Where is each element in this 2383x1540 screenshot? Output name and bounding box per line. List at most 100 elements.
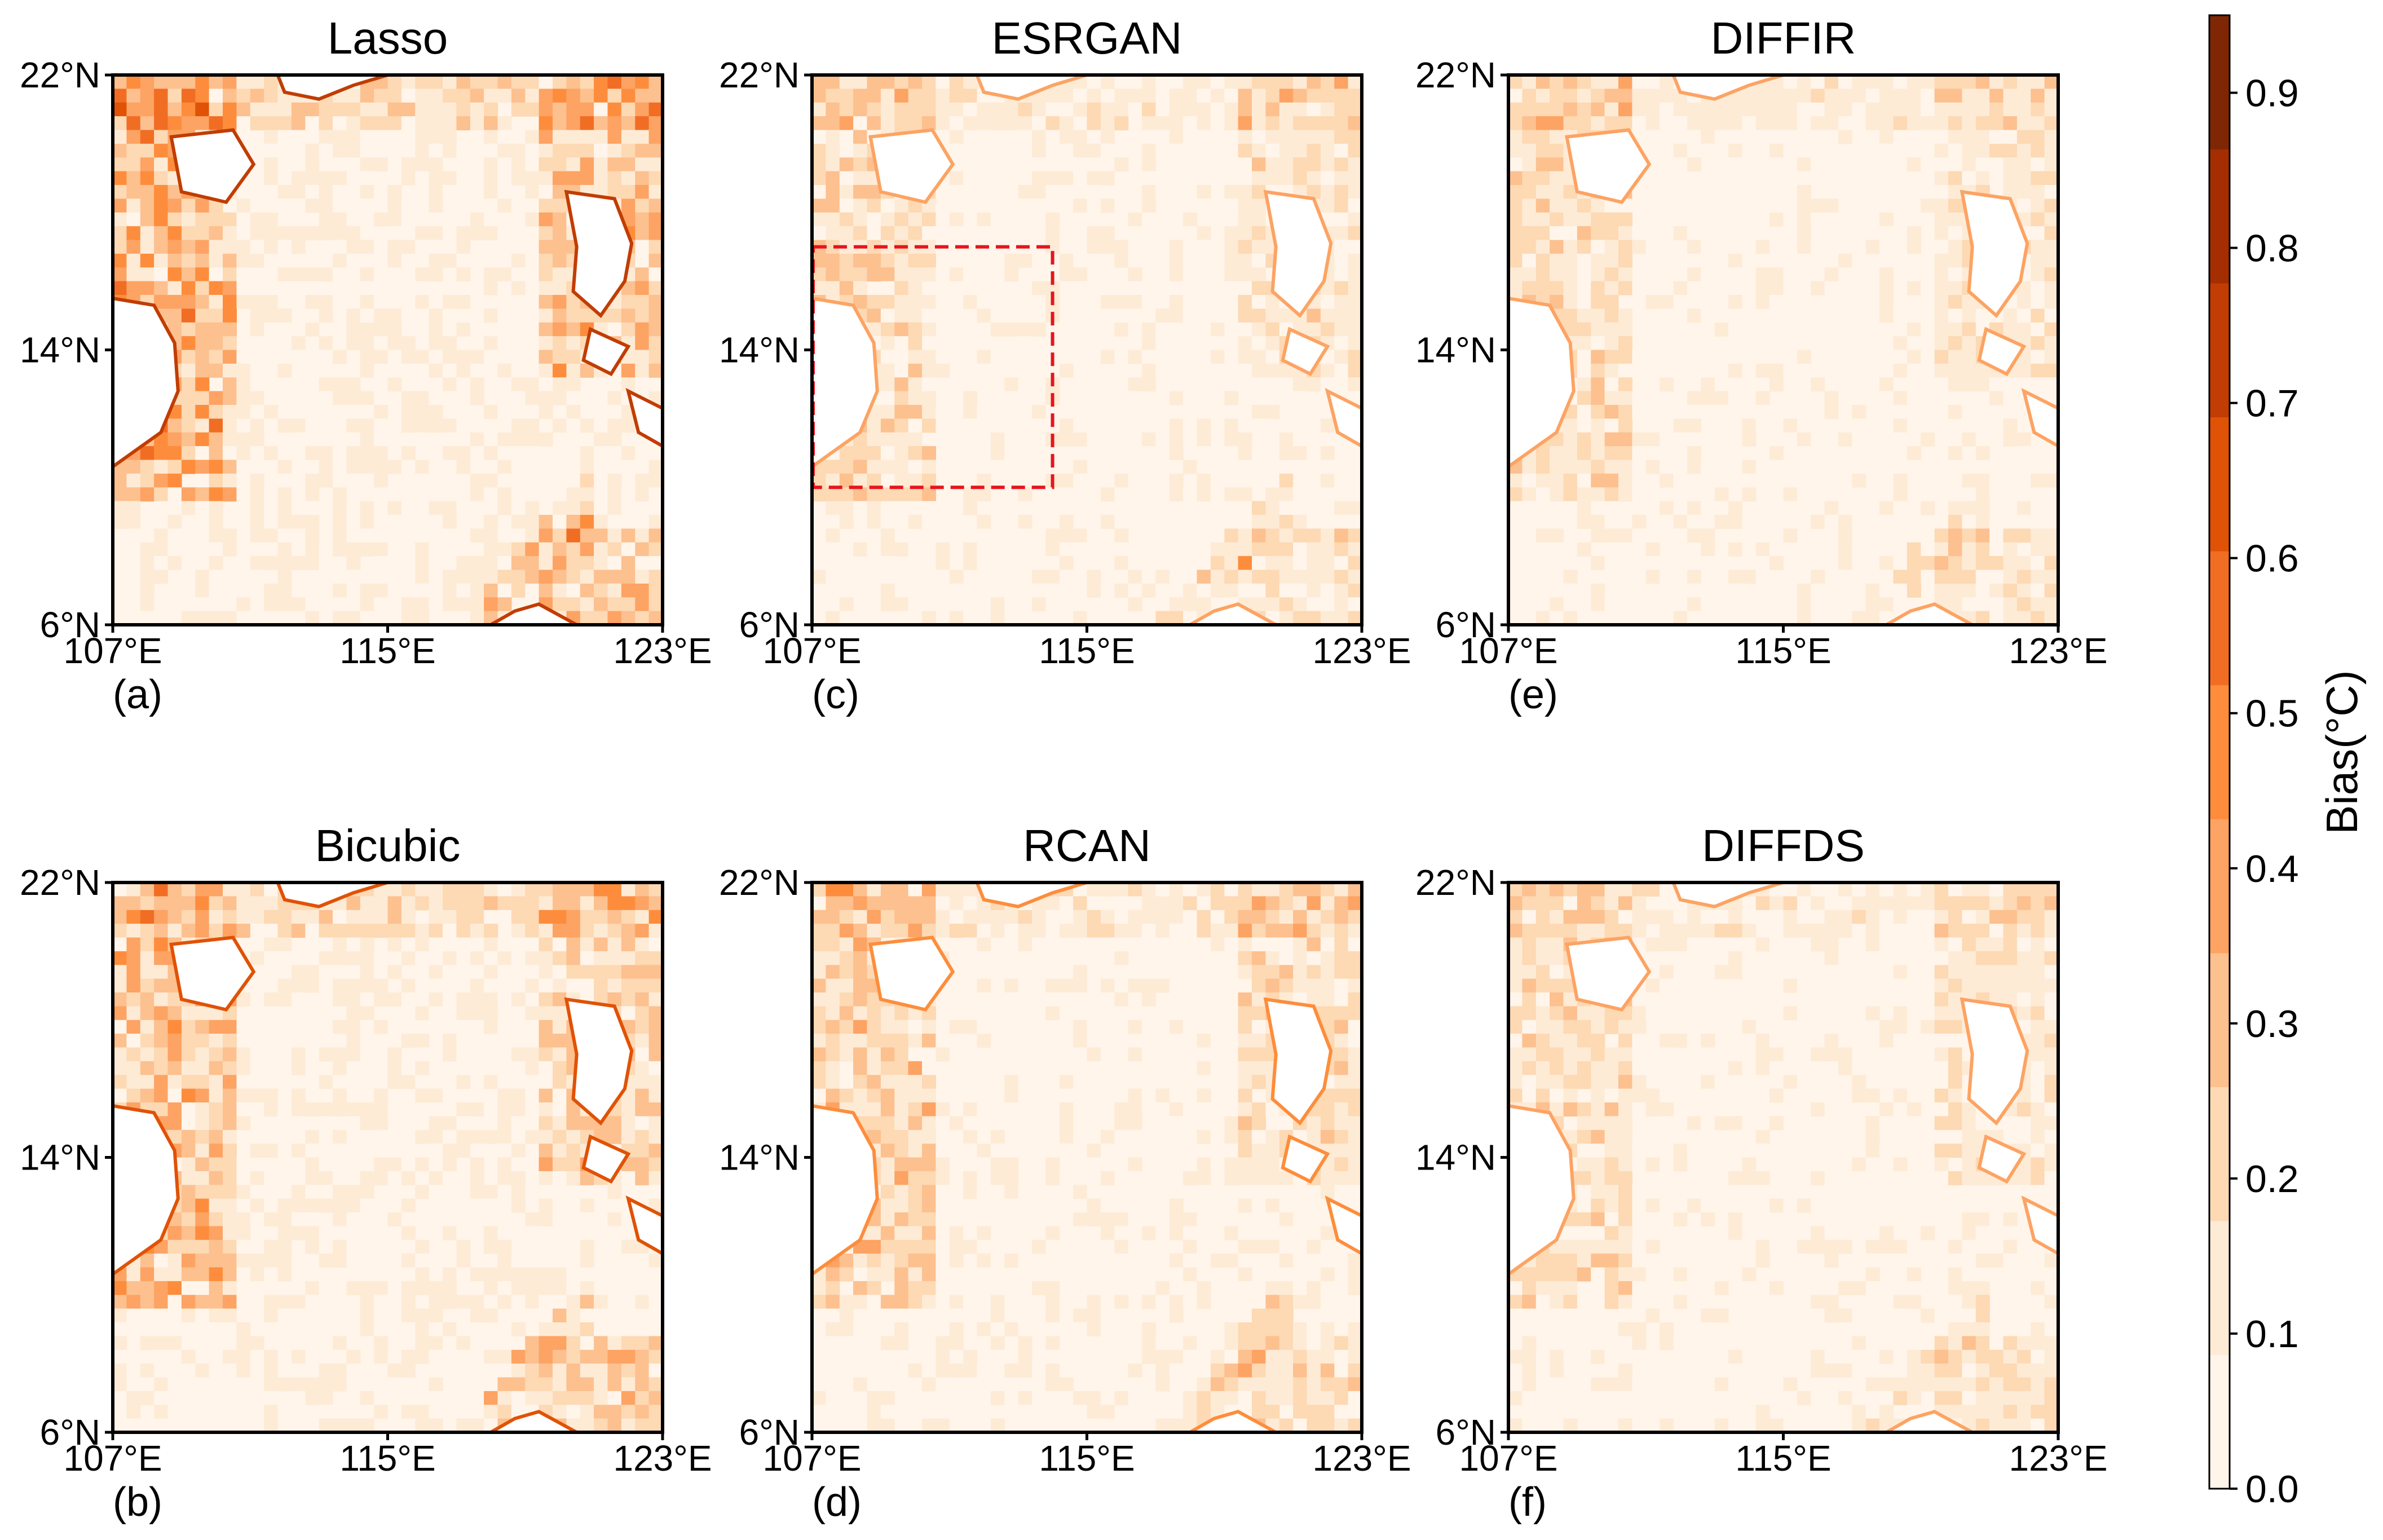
bias-cell [387,1391,402,1405]
bias-cell [908,1047,923,1062]
bias-cell [566,322,581,337]
bias-cell [1348,157,1362,172]
bias-cell [443,1391,457,1405]
bias-cell [181,1267,196,1282]
bias-cell [443,391,457,405]
bias-cell [1238,89,1252,103]
bias-cell [525,542,540,557]
bias-cell [1114,446,1129,461]
bias-cell [456,75,471,89]
bias-cell [333,1226,347,1241]
bias-cell [525,102,540,117]
bias-cell [456,1336,471,1351]
bias-cell [470,1308,484,1323]
bias-cell [1128,570,1142,584]
bias-cell [1265,432,1280,447]
bias-cell [990,308,1005,323]
bias-cell [497,1295,512,1309]
bias-cell [497,89,512,103]
bias-cell [277,267,292,282]
bias-cell [113,89,127,103]
bias-cell [826,556,840,571]
bias-cell [1128,924,1142,938]
bias-cell [621,1322,636,1336]
bias-cell [880,1144,895,1158]
bias-cell [853,212,868,227]
bias-cell [1334,924,1349,938]
bias-cell [1087,226,1101,241]
bias-cell [443,556,457,571]
bias-cell [415,130,430,144]
bias-cell [1059,965,1074,979]
bias-cell [812,1006,826,1021]
bias-cell [1114,308,1129,323]
bias-cell [880,75,895,89]
bias-cell [853,116,868,131]
bias-cell [1073,102,1088,117]
bias-cell [511,487,526,502]
bias-cell [635,487,650,502]
bias-cell [401,89,416,103]
bias-cell [621,295,636,309]
bias-cell [1114,350,1129,364]
bias-cell [346,1061,361,1075]
bias-cell [648,515,663,529]
bias-cell [977,910,991,924]
bias-cell [839,896,854,911]
bias-cell [154,185,169,199]
bias-cell [264,1102,279,1117]
bias-cell [867,542,881,557]
bias-cell [1169,1088,1184,1103]
bias-cell [113,226,127,241]
bias-cell [1183,1116,1198,1131]
bias-cell [360,1308,374,1323]
bias-cell [1307,130,1321,144]
land-mask [276,75,389,101]
bias-cell [880,281,895,295]
bias-cell [1155,226,1170,241]
bias-cell [291,1295,306,1309]
bias-cell [195,542,210,557]
bias-cell [223,405,237,419]
bias-cell [949,1144,964,1158]
bias-cell [1348,570,1362,584]
bias-cell [648,322,663,337]
bias-cell [470,1405,484,1419]
bias-cell [1018,1034,1032,1048]
bias-cell [140,157,155,172]
bias-cell [839,75,854,89]
bias-cell [443,1267,457,1282]
bias-cell [1279,377,1294,392]
bias-cell [977,1006,991,1021]
bias-cell [621,363,636,378]
bias-cell [1128,130,1142,144]
bias-cell [935,418,950,433]
bias-cell [1293,102,1308,117]
bias-cell [277,1020,292,1034]
bias-cell [607,1336,622,1351]
bias-cell [580,937,594,952]
bias-cell [209,308,223,323]
bias-cell [126,1061,141,1075]
bias-cell [497,75,512,89]
bias-cell [1004,924,1019,938]
bias-cell [1155,143,1170,158]
bias-cell [401,157,416,172]
bias-cell [167,542,182,557]
bias-cell [922,212,936,227]
bias-cell [539,1047,553,1062]
bias-cell [497,1239,512,1254]
bias-cell [635,1349,650,1364]
bias-cell [497,992,512,1007]
bias-cell [648,308,663,323]
bias-cell [1073,1144,1088,1158]
bias-cell [305,1212,320,1226]
bias-cell [839,130,854,144]
bias-cell [154,1047,169,1062]
bias-cell [922,391,936,405]
bias-cell [511,473,526,488]
bias-cell [1045,102,1060,117]
bias-cell [880,363,895,378]
bias-cell [922,350,936,364]
bias-cell [305,515,320,529]
